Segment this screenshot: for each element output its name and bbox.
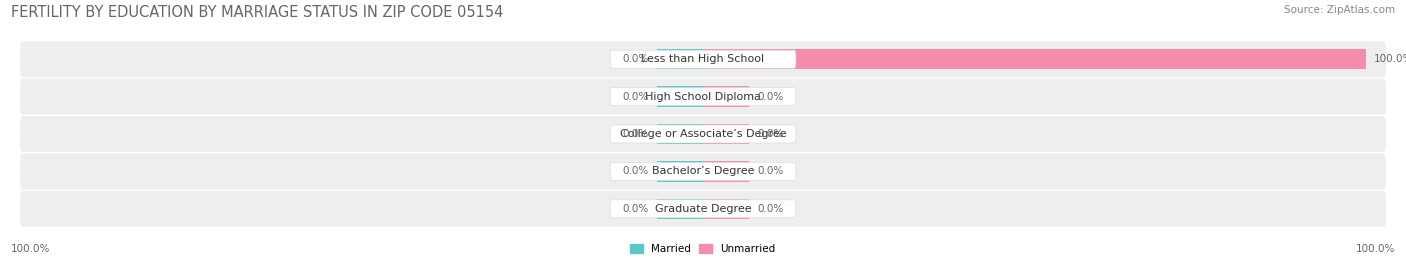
FancyBboxPatch shape [20,41,1386,77]
Bar [657,161,703,182]
FancyBboxPatch shape [20,191,1386,227]
Text: 100.0%: 100.0% [11,244,51,254]
FancyBboxPatch shape [610,162,796,180]
Bar [703,49,1367,69]
FancyBboxPatch shape [610,125,796,143]
Text: 100.0%: 100.0% [1374,54,1406,64]
Text: 0.0%: 0.0% [623,129,648,139]
Text: 0.0%: 0.0% [623,204,648,214]
Text: 0.0%: 0.0% [758,204,783,214]
Bar [657,199,703,219]
FancyBboxPatch shape [610,50,796,68]
Bar [657,49,703,69]
Text: 0.0%: 0.0% [758,166,783,176]
Bar [703,199,749,219]
Text: 100.0%: 100.0% [1355,244,1395,254]
Text: 0.0%: 0.0% [758,92,783,102]
Bar [703,124,749,144]
Text: 0.0%: 0.0% [623,54,648,64]
FancyBboxPatch shape [20,116,1386,152]
Text: 0.0%: 0.0% [758,129,783,139]
Text: 0.0%: 0.0% [623,92,648,102]
FancyBboxPatch shape [20,154,1386,189]
FancyBboxPatch shape [610,200,796,218]
Text: 0.0%: 0.0% [623,166,648,176]
FancyBboxPatch shape [20,79,1386,114]
Text: Less than High School: Less than High School [641,54,765,64]
Text: College or Associate’s Degree: College or Associate’s Degree [620,129,786,139]
Text: High School Diploma: High School Diploma [645,92,761,102]
Bar [703,161,749,182]
FancyBboxPatch shape [610,88,796,106]
Bar [657,124,703,144]
Text: Bachelor’s Degree: Bachelor’s Degree [652,166,754,176]
Text: Graduate Degree: Graduate Degree [655,204,751,214]
Legend: Married, Unmarried: Married, Unmarried [630,244,776,254]
Text: FERTILITY BY EDUCATION BY MARRIAGE STATUS IN ZIP CODE 05154: FERTILITY BY EDUCATION BY MARRIAGE STATU… [11,5,503,20]
Bar [657,86,703,107]
Text: Source: ZipAtlas.com: Source: ZipAtlas.com [1284,5,1395,15]
Bar [703,86,749,107]
